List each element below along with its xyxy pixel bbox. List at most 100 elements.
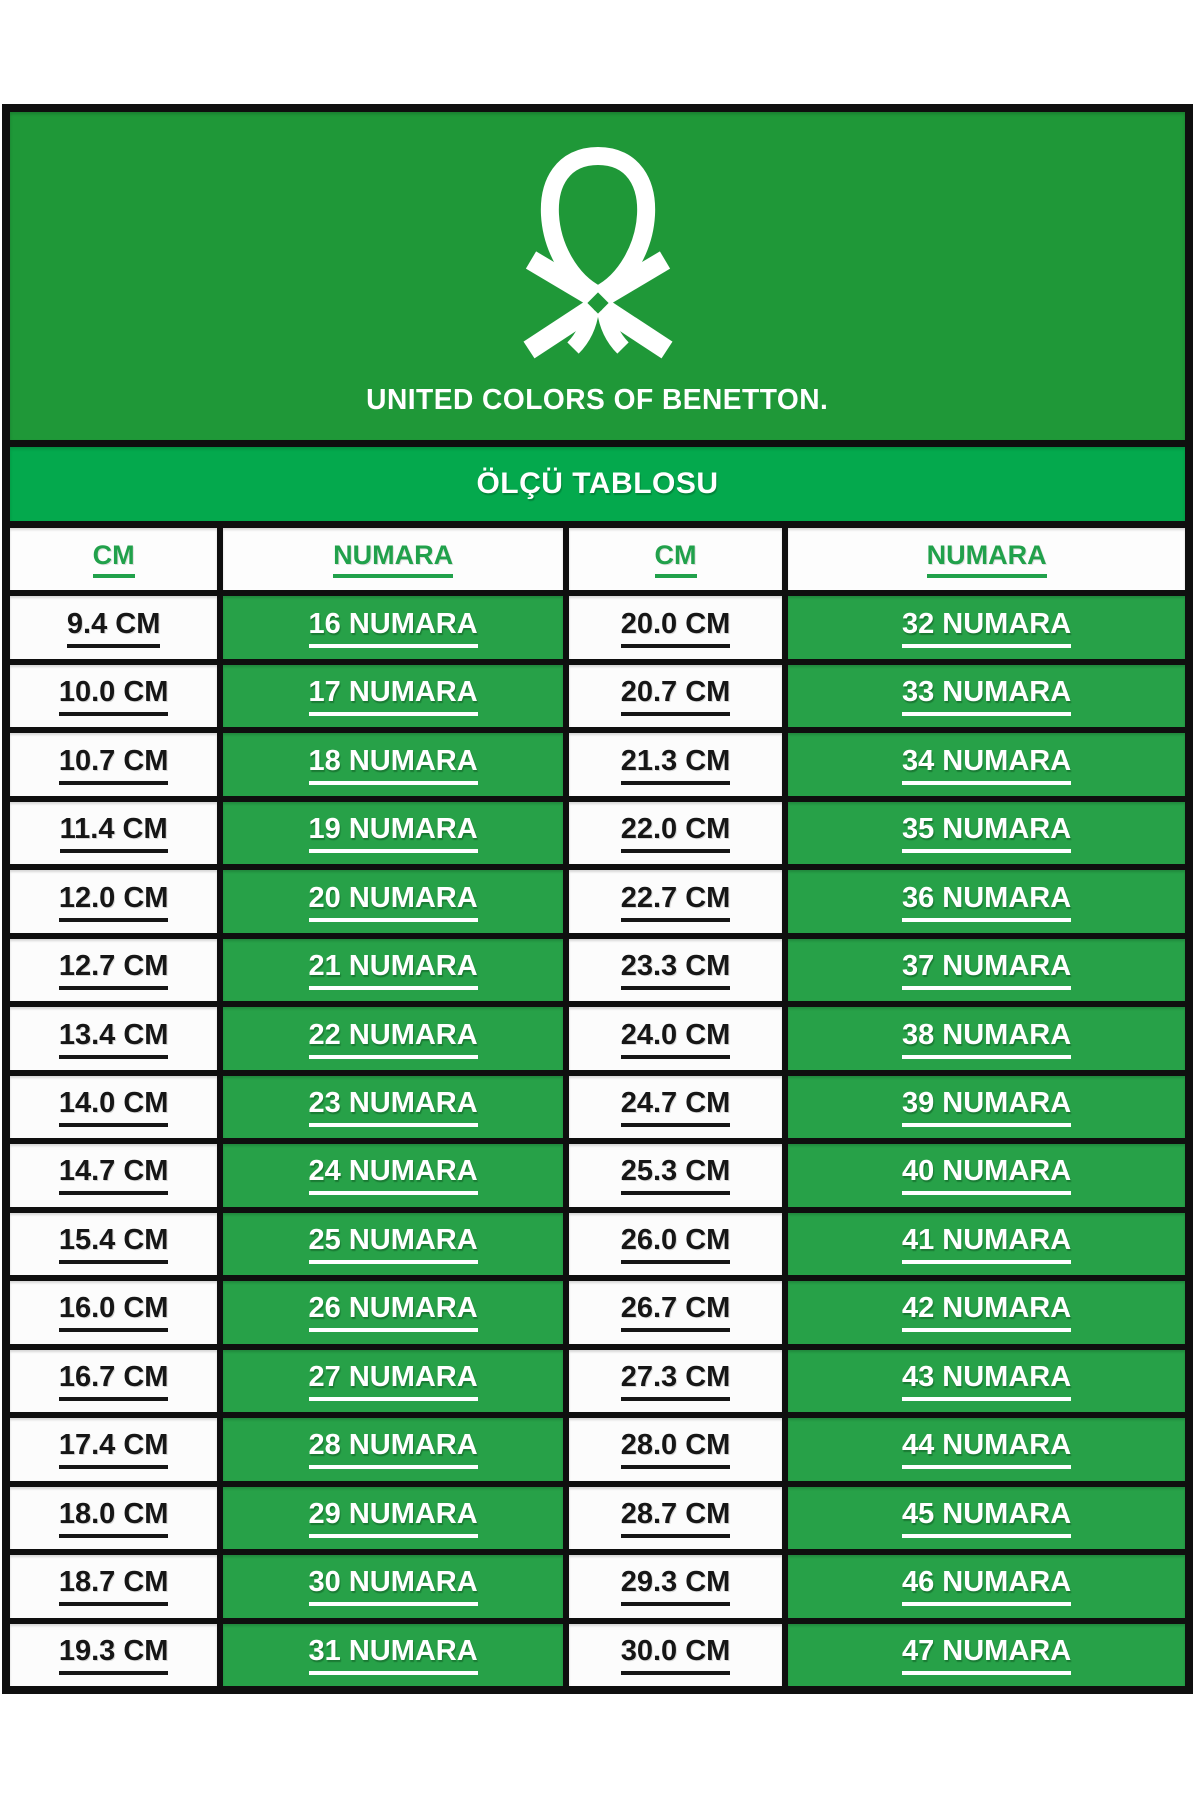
cell-text: 25 NUMARA bbox=[308, 1224, 478, 1264]
cell-text: 41 NUMARA bbox=[901, 1224, 1072, 1264]
cell-text: 10.7 CM bbox=[58, 745, 169, 785]
cell-text: 33 NUMARA bbox=[901, 676, 1072, 717]
cell-text: 15.4 CM bbox=[58, 1224, 169, 1264]
cm-cell: 19.3 CM bbox=[10, 1623, 218, 1686]
numara-cell: 24 NUMARA bbox=[223, 1144, 563, 1207]
numara-cell: 47 NUMARA bbox=[788, 1623, 1185, 1686]
cell-text: 18.7 CM bbox=[58, 1566, 169, 1607]
cm-cell: 10.7 CM bbox=[10, 733, 218, 796]
cell-text: 44 NUMARA bbox=[901, 1429, 1072, 1470]
cell-text: 39 NUMARA bbox=[901, 1087, 1072, 1127]
cell-text: 20 NUMARA bbox=[308, 882, 478, 922]
numara-cell: 25 NUMARA bbox=[223, 1212, 563, 1276]
cm-cell: 12.7 CM bbox=[10, 938, 218, 1002]
cell-text: 18 NUMARA bbox=[308, 745, 478, 785]
cm-cell: 27.3 CM bbox=[568, 1349, 783, 1413]
numara-cell: 44 NUMARA bbox=[788, 1418, 1185, 1481]
benetton-knot-logo bbox=[523, 146, 672, 358]
header-cell-numara-right: NUMARA bbox=[788, 528, 1185, 591]
cm-cell: 17.4 CM bbox=[10, 1418, 218, 1481]
header-cell-cm-right: CM bbox=[568, 528, 783, 591]
cell-text: 16.0 CM bbox=[58, 1292, 169, 1333]
header-cell-numara-left: NUMARA bbox=[223, 528, 563, 591]
cell-text: 30.0 CM bbox=[620, 1635, 731, 1675]
cm-cell: 23.3 CM bbox=[568, 938, 783, 1002]
cm-cell: 14.0 CM bbox=[10, 1075, 218, 1139]
cm-cell: 22.0 CM bbox=[568, 801, 783, 865]
numara-cell: 33 NUMARA bbox=[788, 664, 1185, 728]
cell-text: 18.0 CM bbox=[58, 1498, 169, 1538]
size-table-banner: ÖLÇÜ TABLOSU bbox=[10, 447, 1185, 521]
header-label: NUMARA bbox=[333, 540, 454, 579]
numara-cell: 29 NUMARA bbox=[223, 1486, 563, 1550]
cell-text: 28.0 CM bbox=[620, 1429, 731, 1470]
cm-cell: 30.0 CM bbox=[568, 1623, 783, 1686]
cell-text: 23.3 CM bbox=[620, 950, 731, 991]
cell-text: 40 NUMARA bbox=[901, 1155, 1072, 1196]
numara-cell: 46 NUMARA bbox=[788, 1555, 1185, 1618]
numara-cell: 36 NUMARA bbox=[788, 870, 1185, 933]
cm-cell: 16.0 CM bbox=[10, 1281, 218, 1344]
cm-cell: 18.0 CM bbox=[10, 1486, 218, 1550]
cell-text: 14.0 CM bbox=[58, 1087, 169, 1127]
cell-text: 43 NUMARA bbox=[901, 1361, 1072, 1401]
cell-text: 47 NUMARA bbox=[901, 1635, 1072, 1675]
numara-cell: 30 NUMARA bbox=[223, 1555, 563, 1618]
brand-header-panel: UNITED COLORS OF BENETTON. bbox=[10, 112, 1185, 440]
cell-text: 36 NUMARA bbox=[901, 882, 1072, 922]
cell-text: 17 NUMARA bbox=[308, 676, 478, 717]
cm-cell: 11.4 CM bbox=[10, 801, 218, 865]
numara-cell: 22 NUMARA bbox=[223, 1007, 563, 1070]
cm-cell: 14.7 CM bbox=[10, 1144, 218, 1207]
cell-text: 19 NUMARA bbox=[308, 813, 478, 854]
numara-cell: 38 NUMARA bbox=[788, 1007, 1185, 1070]
cell-text: 23 NUMARA bbox=[308, 1087, 478, 1127]
cell-text: 22 NUMARA bbox=[308, 1019, 478, 1059]
cell-text: 29.3 CM bbox=[620, 1566, 731, 1607]
numara-cell: 43 NUMARA bbox=[788, 1349, 1185, 1413]
cell-text: 21.3 CM bbox=[620, 745, 731, 785]
cm-cell: 28.0 CM bbox=[568, 1418, 783, 1481]
cell-text: 17.4 CM bbox=[58, 1429, 169, 1470]
cm-cell: 20.7 CM bbox=[568, 664, 783, 728]
cell-text: 26 NUMARA bbox=[308, 1292, 478, 1333]
cell-text: 37 NUMARA bbox=[901, 950, 1072, 991]
cell-text: 28 NUMARA bbox=[308, 1429, 478, 1470]
cell-text: 46 NUMARA bbox=[901, 1566, 1072, 1607]
cm-cell: 28.7 CM bbox=[568, 1486, 783, 1550]
cell-text: 35 NUMARA bbox=[901, 813, 1072, 854]
cm-cell: 16.7 CM bbox=[10, 1349, 218, 1413]
numara-cell: 19 NUMARA bbox=[223, 801, 563, 865]
header-label: NUMARA bbox=[926, 540, 1047, 579]
numara-cell: 21 NUMARA bbox=[223, 938, 563, 1002]
cm-cell: 13.4 CM bbox=[10, 1007, 218, 1070]
numara-cell: 31 NUMARA bbox=[223, 1623, 563, 1686]
numara-cell: 17 NUMARA bbox=[223, 664, 563, 728]
numara-cell: 35 NUMARA bbox=[788, 801, 1185, 865]
cell-text: 24.0 CM bbox=[620, 1019, 731, 1059]
header-cell-cm-left: CM bbox=[10, 528, 218, 591]
numara-cell: 20 NUMARA bbox=[223, 870, 563, 933]
cm-cell: 29.3 CM bbox=[568, 1555, 783, 1618]
cm-cell: 18.7 CM bbox=[10, 1555, 218, 1618]
numara-cell: 39 NUMARA bbox=[788, 1075, 1185, 1139]
numara-cell: 42 NUMARA bbox=[788, 1281, 1185, 1344]
numara-cell: 41 NUMARA bbox=[788, 1212, 1185, 1276]
cm-cell: 24.0 CM bbox=[568, 1007, 783, 1070]
cell-text: 22.7 CM bbox=[620, 882, 731, 922]
cm-cell: 20.0 CM bbox=[568, 596, 783, 659]
cell-text: 20.0 CM bbox=[620, 608, 731, 648]
cell-text: 24.7 CM bbox=[620, 1087, 731, 1127]
header-label: CM bbox=[654, 540, 697, 579]
cell-text: 26.0 CM bbox=[620, 1224, 731, 1264]
cm-cell: 15.4 CM bbox=[10, 1212, 218, 1276]
cm-cell: 26.0 CM bbox=[568, 1212, 783, 1276]
cell-text: 34 NUMARA bbox=[901, 745, 1072, 785]
numara-cell: 26 NUMARA bbox=[223, 1281, 563, 1344]
numara-cell: 40 NUMARA bbox=[788, 1144, 1185, 1207]
numara-cell: 27 NUMARA bbox=[223, 1349, 563, 1413]
cell-text: 28.7 CM bbox=[620, 1498, 731, 1538]
cell-text: 22.0 CM bbox=[620, 813, 731, 854]
cell-text: 19.3 CM bbox=[58, 1635, 169, 1675]
numara-cell: 37 NUMARA bbox=[788, 938, 1185, 1002]
